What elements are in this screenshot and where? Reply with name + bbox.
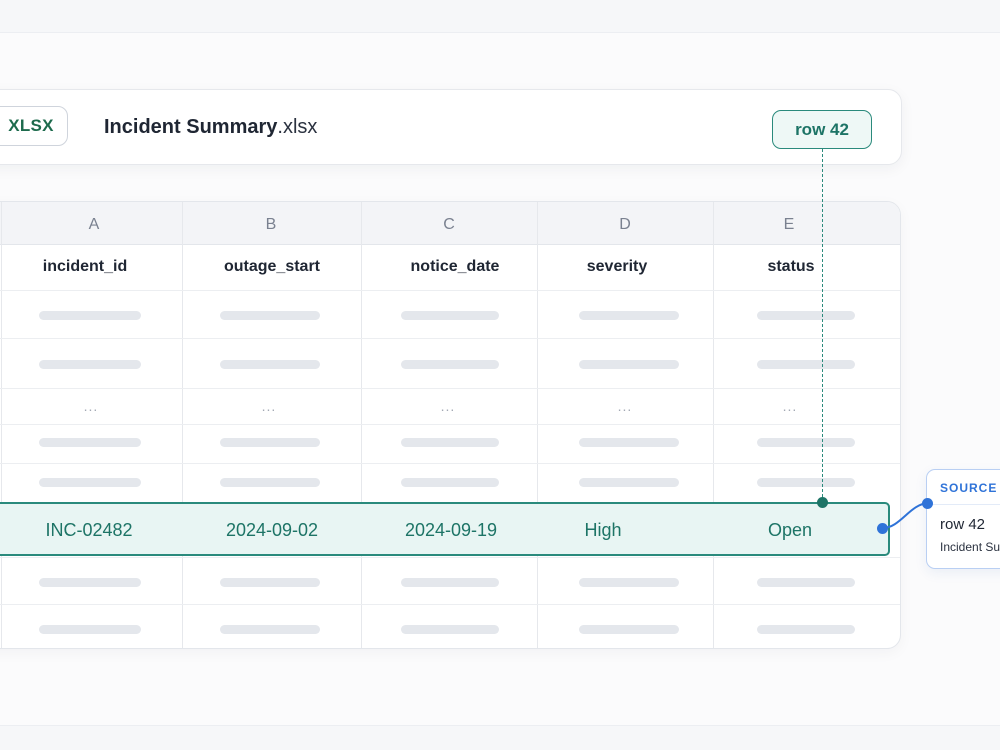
- file-format-badge: XLSX: [0, 106, 68, 146]
- ellipsis-cell: ...: [261, 398, 277, 414]
- placeholder-cell: [579, 578, 679, 587]
- placeholder-cell: [401, 360, 499, 369]
- column-letter-header: [0, 202, 900, 245]
- placeholder-cell: [220, 578, 320, 587]
- source-card-file: Incident Summary.xlsx: [940, 540, 1000, 554]
- placeholder-cell: [579, 478, 679, 487]
- spreadsheet-table: A B C D E incident_id outage_start notic…: [0, 201, 901, 649]
- column-letter-a[interactable]: A: [88, 216, 100, 233]
- file-name-base: Incident Summary: [104, 116, 278, 138]
- row-connector-line: [822, 149, 823, 502]
- source-card-divider: [927, 504, 1000, 505]
- connector-dot-icon: [817, 497, 828, 508]
- placeholder-cell: [401, 578, 499, 587]
- placeholder-cell: [757, 578, 855, 587]
- source-connector-path: [882, 502, 929, 529]
- placeholder-cell: [39, 625, 141, 634]
- field-notice-date: notice_date: [410, 258, 500, 275]
- grid-line: [537, 202, 538, 648]
- grid-line: [0, 338, 900, 339]
- connector-dot-icon: [877, 523, 888, 534]
- placeholder-cell: [757, 625, 855, 634]
- file-title: Incident Summary.xlsx: [104, 116, 317, 139]
- placeholder-cell: [39, 578, 141, 587]
- placeholder-cell: [39, 438, 141, 447]
- placeholder-cell: [220, 360, 320, 369]
- ellipsis-cell: ...: [617, 398, 633, 414]
- grid-line: [0, 463, 900, 464]
- row-reference-tag[interactable]: row 42: [772, 110, 872, 149]
- cell-incident-id[interactable]: INC-02482: [45, 520, 133, 540]
- connector-dot-icon: [922, 498, 933, 509]
- placeholder-cell: [757, 311, 855, 320]
- grid-line: [713, 202, 714, 648]
- field-severity: severity: [586, 258, 648, 275]
- placeholder-cell: [401, 478, 499, 487]
- field-incident-id: incident_id: [42, 258, 128, 275]
- grid-line: [1, 202, 2, 648]
- grid-line: [0, 424, 900, 425]
- field-outage-start: outage_start: [223, 258, 321, 275]
- file-name-extension: .xlsx: [277, 116, 318, 138]
- placeholder-cell: [39, 478, 141, 487]
- cell-severity[interactable]: High: [584, 520, 622, 540]
- file-header-card: [0, 89, 902, 165]
- source-card-row: row 42: [940, 516, 986, 533]
- source-card[interactable]: SOURCE A row 42 Incident Summary.xlsx: [926, 469, 1000, 569]
- column-letter-d[interactable]: D: [619, 216, 631, 233]
- column-letter-c[interactable]: C: [443, 216, 455, 233]
- grid-line: [0, 557, 900, 558]
- placeholder-cell: [39, 360, 141, 369]
- grid-line: [182, 202, 183, 648]
- placeholder-cell: [220, 625, 320, 634]
- placeholder-cell: [401, 311, 499, 320]
- cell-notice-date[interactable]: 2024-09-19: [404, 520, 498, 540]
- grid-line: [361, 202, 362, 648]
- placeholder-cell: [220, 438, 320, 447]
- placeholder-cell: [579, 438, 679, 447]
- cell-status[interactable]: Open: [767, 520, 813, 540]
- column-letter-e[interactable]: E: [783, 216, 795, 233]
- field-status: status: [767, 258, 815, 275]
- placeholder-cell: [39, 311, 141, 320]
- grid-line: [0, 604, 900, 605]
- placeholder-cell: [579, 311, 679, 320]
- placeholder-cell: [757, 438, 855, 447]
- ellipsis-cell: ...: [83, 398, 99, 414]
- placeholder-cell: [579, 360, 679, 369]
- grid-line: [0, 388, 900, 389]
- source-card-title: SOURCE A: [940, 481, 1000, 495]
- column-letter-b[interactable]: B: [265, 216, 277, 233]
- ellipsis-cell: ...: [782, 398, 798, 414]
- placeholder-cell: [401, 625, 499, 634]
- cell-outage-start[interactable]: 2024-09-02: [225, 520, 319, 540]
- placeholder-cell: [401, 438, 499, 447]
- placeholder-cell: [220, 478, 320, 487]
- highlighted-table-row[interactable]: [0, 502, 890, 556]
- placeholder-cell: [220, 311, 320, 320]
- placeholder-cell: [757, 478, 855, 487]
- ellipsis-cell: ...: [440, 398, 456, 414]
- placeholder-cell: [579, 625, 679, 634]
- placeholder-cell: [757, 360, 855, 369]
- grid-line: [0, 290, 900, 291]
